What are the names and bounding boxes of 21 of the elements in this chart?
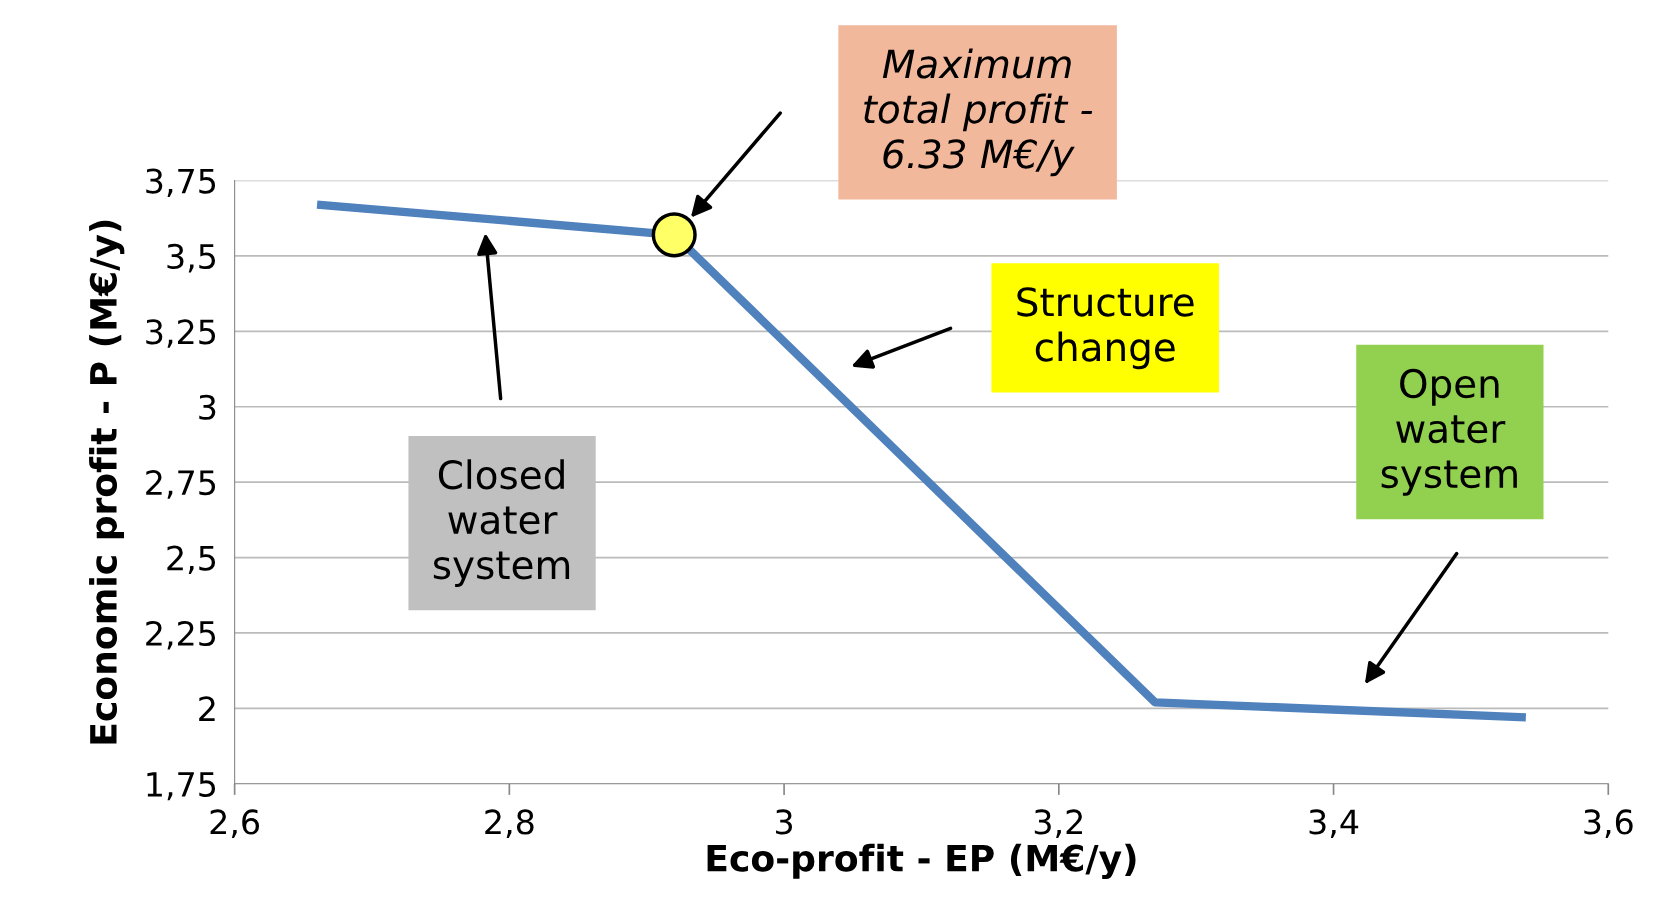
x-tick-label: 3,4 <box>1309 809 1359 838</box>
y-tick-label: 3,75 <box>146 168 216 198</box>
text: Maximum total profit - 6.33 M€/y <box>864 48 1093 177</box>
x-tick-label: 3,2 <box>1034 809 1082 838</box>
y-tick-label: 1,75 <box>147 772 216 801</box>
x-tick-label: 3,6 <box>1584 809 1633 838</box>
annotation: Closed water system <box>433 459 570 587</box>
x-axis-title: Eco-profit - EP (M€/y) <box>707 843 1136 880</box>
annotation: Open water system <box>1381 368 1517 496</box>
y-tick-label: 2,5 <box>167 545 216 575</box>
y-tick-label: 3 <box>199 394 216 420</box>
annotation: Structure change <box>1017 287 1194 370</box>
x-tick-label: 3 <box>776 809 793 835</box>
y-tick-label: 3,5 <box>167 243 216 273</box>
y-tick-label: 2,75 <box>146 470 216 499</box>
y-tick-label: 2 <box>199 696 215 722</box>
x-tick-label: 2,6 <box>210 809 260 838</box>
y-tick-label: 2,25 <box>146 620 216 650</box>
y-axis-title: Economic profit - P (M€/y) <box>89 220 125 744</box>
y-tick-label: 3,25 <box>146 319 216 348</box>
x-tick-label: 2,8 <box>485 809 534 838</box>
